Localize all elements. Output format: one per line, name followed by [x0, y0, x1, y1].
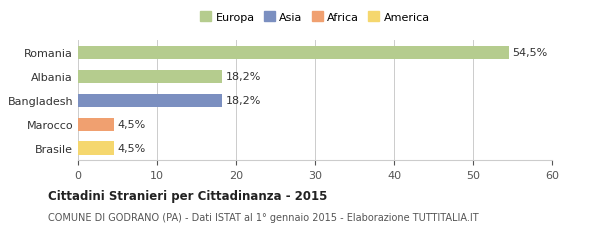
Text: 4,5%: 4,5%	[118, 120, 146, 130]
Bar	[78, 118, 113, 131]
Text: 18,2%: 18,2%	[226, 96, 261, 106]
Text: COMUNE DI GODRANO (PA) - Dati ISTAT al 1° gennaio 2015 - Elaborazione TUTTITALIA: COMUNE DI GODRANO (PA) - Dati ISTAT al 1…	[48, 212, 479, 222]
Bar	[78, 94, 222, 107]
Text: 4,5%: 4,5%	[118, 143, 146, 153]
Text: 18,2%: 18,2%	[226, 72, 261, 82]
Legend: Europa, Asia, Africa, America: Europa, Asia, Africa, America	[197, 9, 433, 26]
Text: Cittadini Stranieri per Cittadinanza - 2015: Cittadini Stranieri per Cittadinanza - 2…	[48, 189, 328, 202]
Bar	[78, 142, 113, 155]
Text: 54,5%: 54,5%	[512, 48, 548, 58]
Bar	[78, 71, 222, 84]
Bar	[78, 47, 509, 60]
